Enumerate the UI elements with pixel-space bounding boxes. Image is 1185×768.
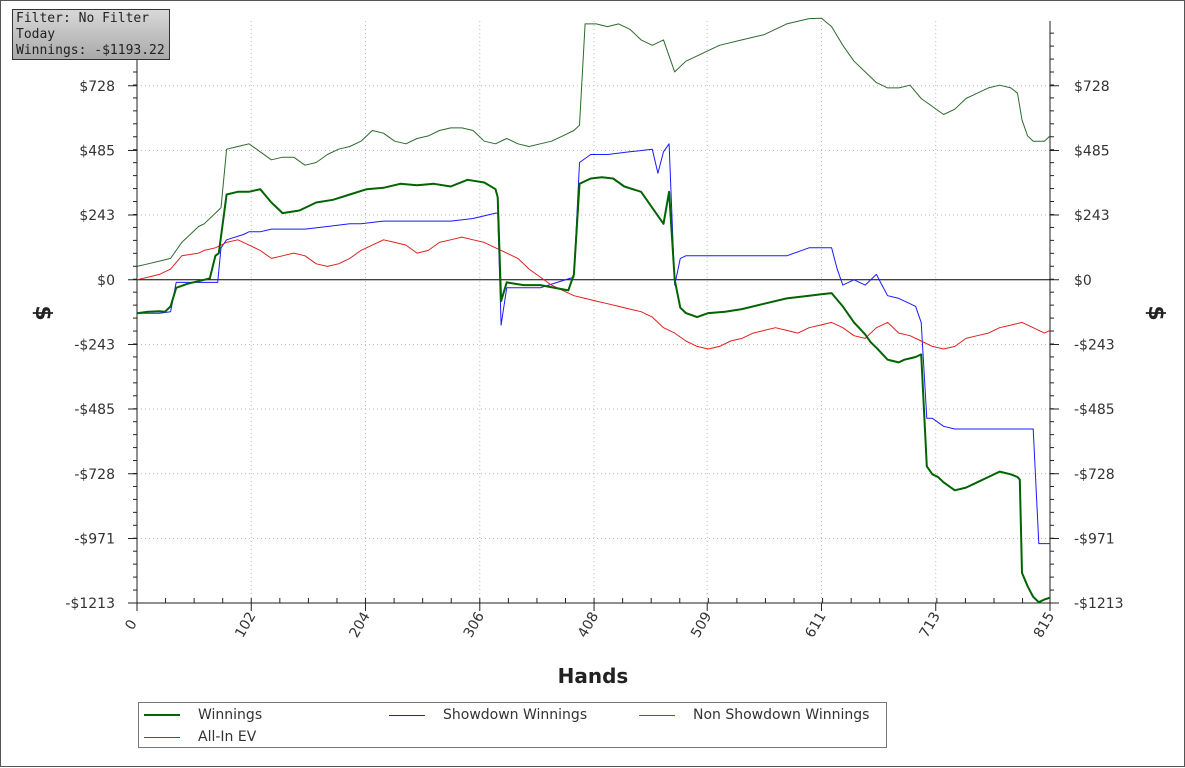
y-tick-label-right: $728 [1074, 79, 1110, 95]
y-tick-label-right: -$728 [1074, 467, 1115, 483]
y-tick-label-left: -$243 [74, 338, 115, 354]
x-tick-label: 306 [461, 609, 488, 640]
x-tick-label: 611 [802, 609, 829, 640]
tick-labels: $728 $728 $485 $485 $243 $243 $0 $0 -$243 -$243 -$… [65, 79, 1123, 641]
y-tick-label-left: $0 [97, 273, 115, 289]
x-tick-label: 0 [122, 617, 140, 633]
legend-swatch-winnings [144, 714, 180, 716]
y-tick-label-left: -$971 [74, 532, 115, 548]
legend-label: Showdown Winnings [443, 707, 588, 723]
legend-item-showdown-winnings: Showdown Winnings [389, 706, 587, 724]
legend-swatch-non-showdown [639, 714, 675, 716]
legend-item-winnings: Winnings [144, 706, 262, 724]
series-line-showdown-winnings [137, 143, 1050, 545]
y-axis-label-left: $ [30, 305, 55, 320]
series-lines [136, 17, 1051, 604]
series-line-non-showdown-winnings [136, 236, 1051, 350]
grid [137, 21, 1050, 604]
y-axis-label-right: $ [1143, 305, 1168, 320]
x-axis-label: Hands [558, 664, 629, 688]
y-tick-label-left: -$485 [74, 402, 115, 418]
y-tick-label-left: $728 [79, 79, 115, 95]
winnings-total-label: Winnings: -$1193.22 [16, 43, 165, 58]
legend-item-all-in-ev: All-In EV [144, 728, 256, 746]
y-tick-label-right: $485 [1074, 144, 1110, 160]
x-tick-label: 509 [688, 609, 715, 640]
x-tick-label: 204 [346, 609, 373, 640]
legend-label: Non Showdown Winnings [693, 707, 870, 723]
y-tick-label-left: -$728 [74, 467, 115, 483]
legend-swatch-all-in-ev [144, 736, 180, 738]
legend-item-non-showdown-winnings: Non Showdown Winnings [639, 706, 869, 724]
date-range-label: Today [16, 27, 56, 42]
series-line-all-in-ev [136, 17, 1051, 267]
y-tick-label-right: -$485 [1074, 402, 1115, 418]
y-tick-label-left: -$1213 [65, 596, 115, 612]
y-tick-label-left: $243 [79, 208, 115, 224]
legend-swatch-showdown [389, 714, 425, 716]
legend-label: Winnings [198, 707, 263, 723]
filter-info-box: Filter: No Filter Today Winnings: -$1193… [12, 9, 170, 60]
y-tick-label-right: $243 [1074, 208, 1110, 224]
filter-label: Filter: No Filter [16, 11, 150, 26]
legend: Winnings Showdown Winnings Non Showdown … [138, 702, 887, 748]
y-tick-label-right: $0 [1074, 273, 1092, 289]
x-tick-label: 408 [575, 609, 602, 640]
y-tick-label-left: $485 [79, 144, 115, 160]
y-tick-label-right: -$243 [1074, 338, 1115, 354]
series-line-winnings [136, 176, 1051, 604]
x-tick-label: 713 [917, 609, 944, 640]
y-tick-label-right: -$1213 [1074, 596, 1124, 612]
x-tick-label: 815 [1031, 609, 1058, 640]
legend-label: All-In EV [198, 729, 257, 745]
y-tick-label-right: -$971 [1074, 532, 1115, 548]
axes [128, 21, 1059, 611]
x-tick-label: 102 [232, 609, 259, 640]
